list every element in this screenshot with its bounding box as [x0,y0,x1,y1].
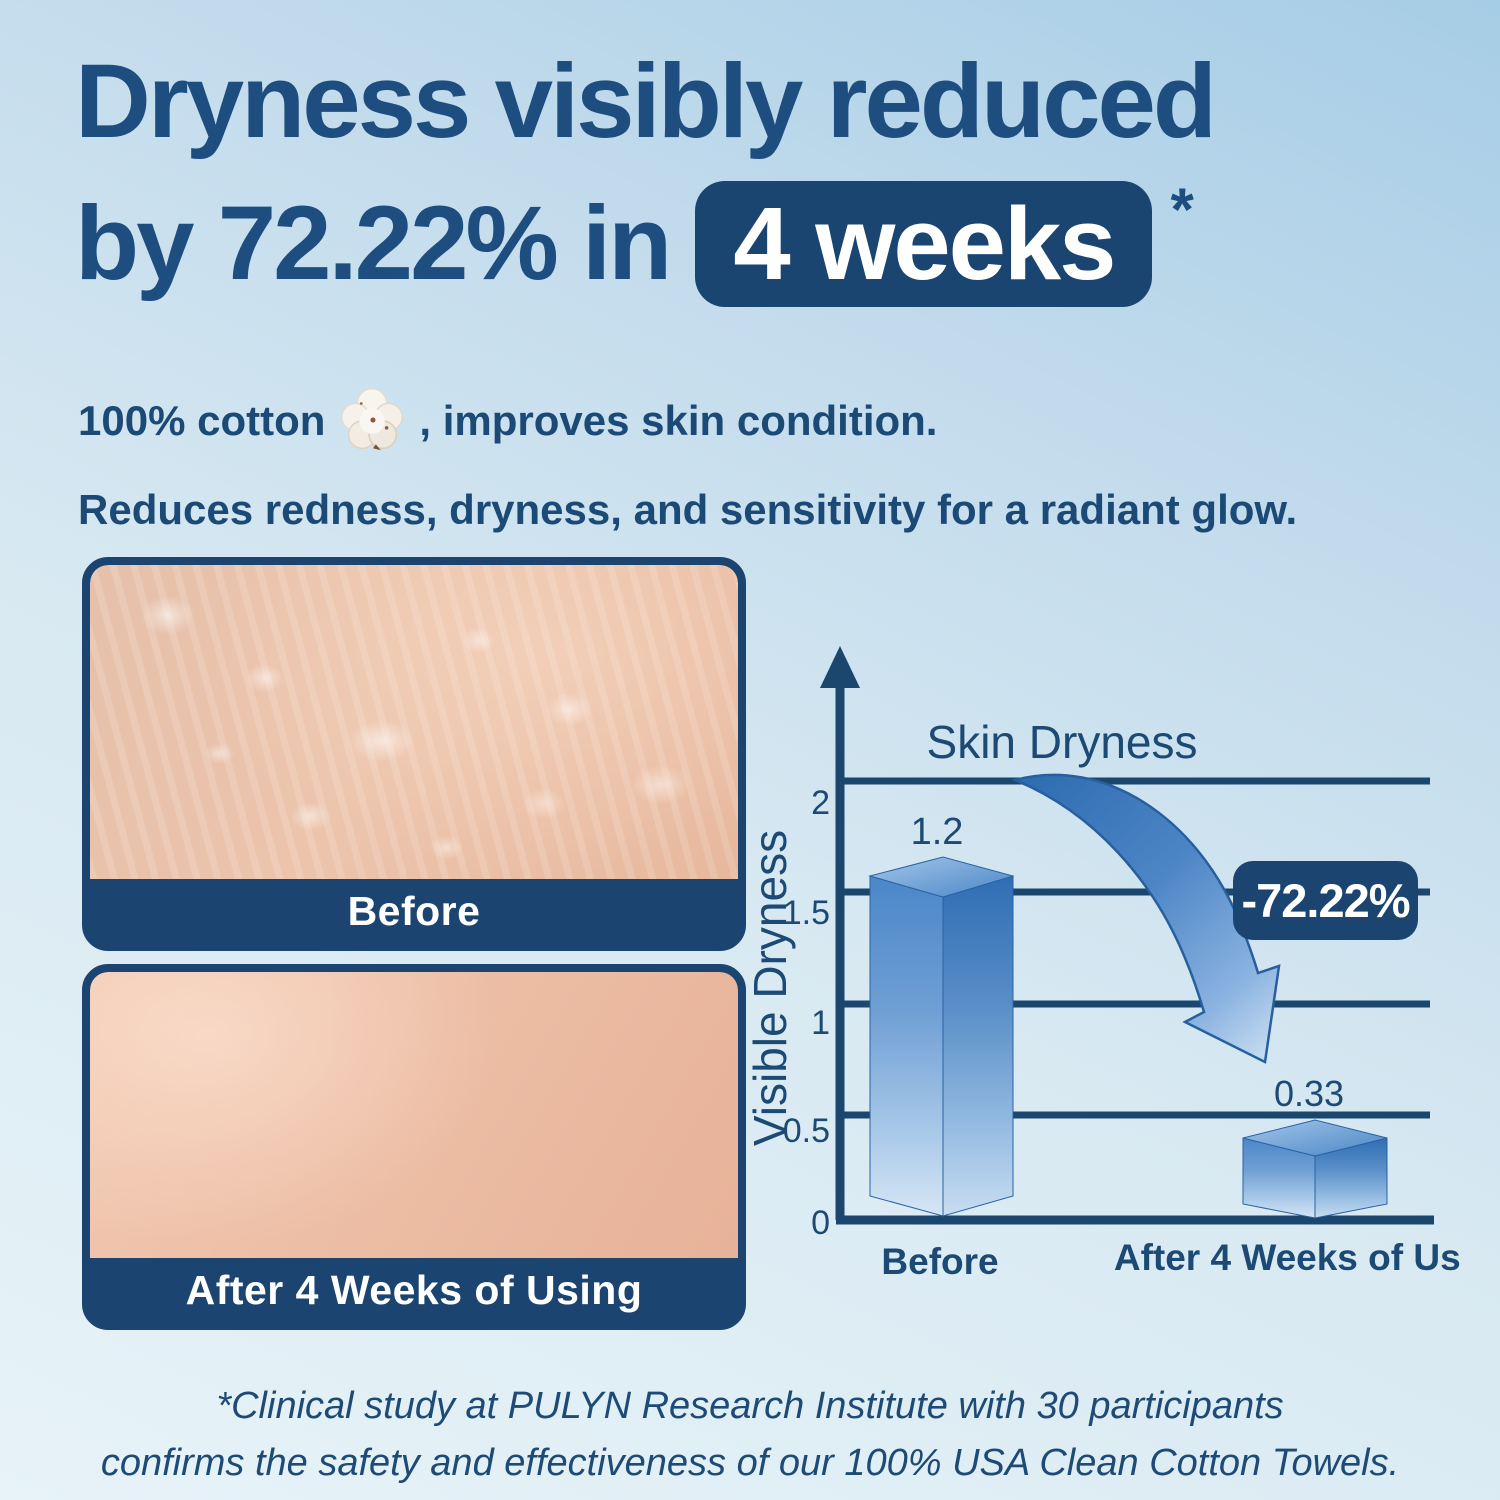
y-axis-arrowhead [820,646,860,688]
headline-line2-prefix: by 72.22% in [75,185,672,303]
skin-dryness-chart: Skin Dryness 0 0.5 1 1.5 2 Visible Dryne… [752,646,1462,1282]
subtext: 100% cotton , improves skin condition. R… [78,382,1297,534]
tick-2: 2 [811,784,830,822]
headline-line2: by 72.22% in 4 weeks * [75,176,1214,308]
tick-0: 0 [811,1204,830,1242]
category-label-after: After 4 Weeks of Using [1114,1237,1462,1278]
subtext-line1-prefix: 100% cotton [78,397,326,444]
bar-after [1242,1119,1388,1219]
cotton-boll-icon [333,382,411,460]
subtext-line1-suffix: , improves skin condition. [419,397,938,444]
disclaimer-line1: *Clinical study at PULYN Research Instit… [216,1385,1284,1427]
downward-trend-arrow-icon [1011,773,1281,1064]
tick-1-5: 1.5 [783,894,830,932]
value-label-after: 0.33 [1274,1073,1344,1114]
subtext-line1: 100% cotton , improves skin condition. [78,382,1297,460]
y-axis-label: Visible Dryness [752,830,796,1146]
after-skin-photo [90,972,738,1258]
headline: Dryness visibly reduced by 72.22% in 4 w… [75,36,1217,308]
percentage-drop-badge: -72.22% [1233,861,1418,940]
chart-title: Skin Dryness [927,716,1198,768]
bar-before [868,856,1015,1217]
four-weeks-badge: 4 weeks [695,181,1153,308]
disclaimer: *Clinical study at PULYN Research Instit… [0,1378,1500,1492]
category-label-before: Before [881,1241,998,1282]
headline-line1: Dryness visibly reduced [75,43,1217,160]
value-label-before: 1.2 [911,811,964,853]
subtext-line2: Reduces redness, dryness, and sensitivit… [78,486,1298,533]
after-photo-card: After 4 Weeks of Using [82,964,746,1330]
y-tick-labels: 0 0.5 1 1.5 2 [783,784,830,1242]
before-photo-card: Before [82,557,746,951]
footnote-asterisk: * [1170,176,1194,244]
tick-0-5: 0.5 [783,1112,830,1150]
after-photo-label: After 4 Weeks of Using [90,1258,738,1322]
tick-1: 1 [811,1004,830,1042]
disclaimer-line2: confirms the safety and effectiveness of… [100,1442,1400,1484]
before-photo-label: Before [90,879,738,943]
before-skin-photo [90,565,738,879]
axes [820,646,1434,1225]
